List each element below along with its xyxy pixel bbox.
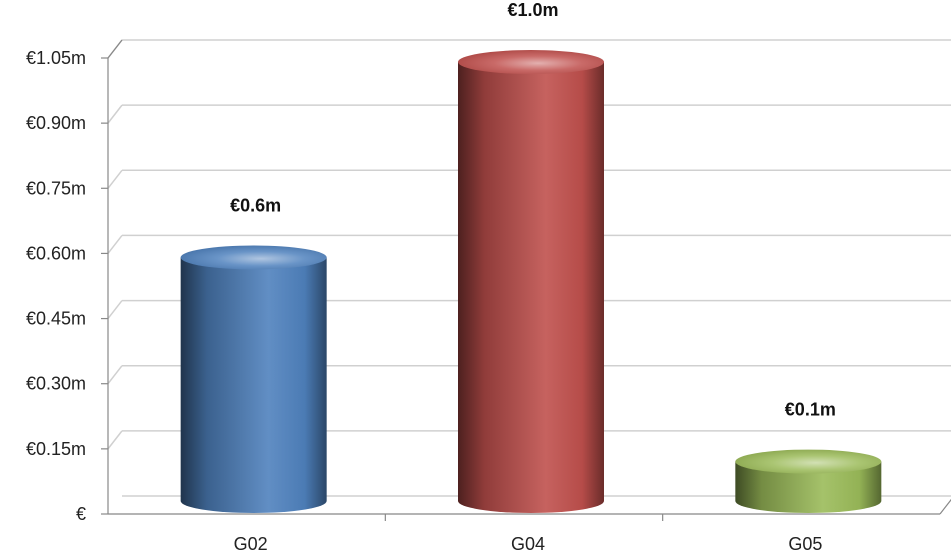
bar-body — [180, 257, 327, 513]
bar-G04 — [458, 50, 604, 514]
y-tick-label: €0.15m — [26, 439, 86, 459]
y-tick-label: €0.45m — [26, 309, 86, 329]
gridline-diagonal — [107, 430, 123, 450]
bars — [180, 50, 882, 514]
bar-top — [735, 449, 882, 474]
x-tick-label: G02 — [234, 534, 268, 553]
y-tick-label: €0.75m — [26, 178, 86, 198]
y-tick-label: €1.05m — [26, 48, 86, 68]
labels: € €0.15m €0.30m €0.45m €0.60m €0.75m €0.90m €1.… — [26, 0, 836, 553]
bar-body — [735, 461, 882, 513]
y-tick-label: € — [76, 504, 86, 524]
bar-body — [458, 62, 604, 514]
gridline-diagonal — [107, 300, 123, 320]
bar-top — [458, 50, 604, 75]
gridline-diagonal — [107, 169, 123, 189]
bar-top — [180, 245, 327, 270]
gridline-diagonal — [107, 104, 123, 124]
floor-right-edge — [939, 498, 951, 515]
gridline-diagonal — [107, 234, 123, 254]
bar-G02 — [180, 245, 327, 513]
y-tick-label: €0.30m — [26, 374, 86, 394]
bar-G05 — [735, 449, 882, 513]
y-axis-top-edge — [107, 39, 123, 59]
data-label: €1.0m — [507, 0, 558, 20]
x-tick-label: G05 — [788, 534, 822, 553]
data-label: €0.1m — [785, 400, 836, 420]
y-tick-label: €0.90m — [26, 113, 86, 133]
data-label: €0.6m — [230, 195, 281, 215]
x-tick-label: G04 — [511, 534, 545, 553]
gridline-diagonal — [107, 365, 123, 385]
axes — [101, 39, 951, 521]
y-tick-label: €0.60m — [26, 243, 86, 263]
